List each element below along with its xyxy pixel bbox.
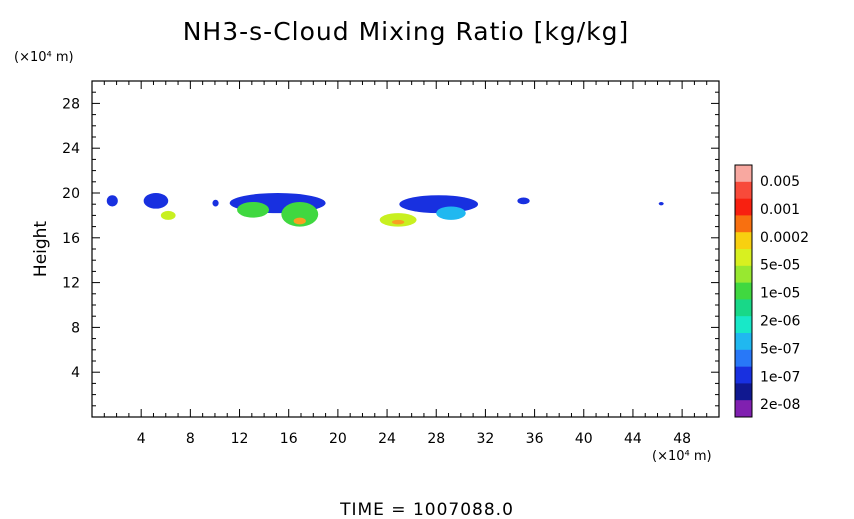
cloud-region-13	[658, 201, 664, 206]
legend-swatch	[735, 383, 752, 401]
color-legend: 0.005 0.001 0.0002 5e-05 1e-05 2e-06 5e-07 1e-0…	[734, 164, 809, 418]
x-tick-label: 4	[137, 431, 146, 447]
legend-swatch	[735, 299, 752, 317]
x-tick-label: 12	[231, 431, 249, 447]
x-tick-label: 8	[186, 431, 195, 447]
x-tick-label: 28	[427, 431, 445, 447]
chart-title: NH3-s-Cloud Mixing Ratio [kg/kg]	[183, 17, 630, 46]
cloud-region-9	[391, 219, 405, 225]
cloud-region-6	[281, 201, 319, 227]
cloud-region-2	[160, 210, 176, 220]
x-tick-label: 40	[575, 431, 593, 447]
y-axis-title: Height	[31, 221, 51, 278]
legend-label: 0.001	[760, 202, 800, 218]
x-unit-label: (×10⁴ m)	[652, 449, 712, 464]
time-label: TIME = 1007088.0	[339, 500, 514, 519]
legend-swatch	[735, 400, 752, 418]
cloud-region-5	[237, 201, 270, 218]
y-tick-label: 20	[62, 186, 80, 202]
cloud-region-1	[143, 193, 169, 209]
legend-label: 0.0002	[760, 230, 809, 246]
cloud-region-12	[517, 197, 530, 205]
cloud-region-0	[106, 195, 118, 207]
y-unit-label: (×10⁴ m)	[14, 50, 74, 65]
legend-swatch	[735, 316, 752, 334]
cloud-field	[106, 193, 664, 227]
y-tick-label: 8	[71, 320, 80, 336]
x-tick-label: 36	[526, 431, 544, 447]
y-tick-label: 16	[62, 231, 80, 247]
x-tick-label: 16	[280, 431, 298, 447]
legend-swatch	[735, 366, 752, 384]
y-tick-label: 12	[62, 276, 80, 292]
legend-label: 5e-07	[760, 341, 800, 357]
plot-frame	[91, 80, 720, 418]
legend-label: 0.005	[760, 174, 800, 190]
legend-label: 5e-05	[760, 258, 800, 274]
y-tick-label: 28	[62, 96, 80, 112]
x-tick-label: 48	[673, 431, 691, 447]
legend-label: 1e-07	[760, 369, 800, 385]
legend-swatch	[735, 333, 752, 351]
legend-swatch	[735, 282, 752, 300]
y-tick-label: 4	[71, 365, 80, 381]
x-tick-labels: 4 8 12 16 20 24 28 32 36 40 44 48	[137, 431, 691, 447]
legend-frame	[734, 164, 753, 418]
legend-swatch	[735, 232, 752, 250]
legend-swatch	[735, 198, 752, 216]
axis-ticks	[92, 81, 719, 417]
legend-swatch	[735, 349, 752, 367]
x-tick-label: 20	[329, 431, 347, 447]
legend-swatch	[735, 165, 752, 183]
cloud-region-11	[436, 206, 466, 220]
legend-label: 2e-08	[760, 397, 800, 413]
cloud-region-7	[293, 217, 306, 225]
legend-swatch	[735, 215, 752, 233]
legend-label: 1e-05	[760, 286, 800, 302]
x-tick-label: 24	[378, 431, 396, 447]
y-tick-label: 24	[62, 141, 80, 157]
x-tick-label: 44	[624, 431, 642, 447]
y-tick-labels: 4 8 12 16 20 24 28	[62, 96, 80, 381]
legend-label: 2e-06	[760, 314, 800, 330]
legend-swatch	[735, 265, 752, 283]
cloud-region-3	[212, 199, 219, 207]
legend-swatch	[735, 249, 752, 267]
legend-swatch	[735, 181, 752, 199]
x-tick-label: 32	[476, 431, 494, 447]
